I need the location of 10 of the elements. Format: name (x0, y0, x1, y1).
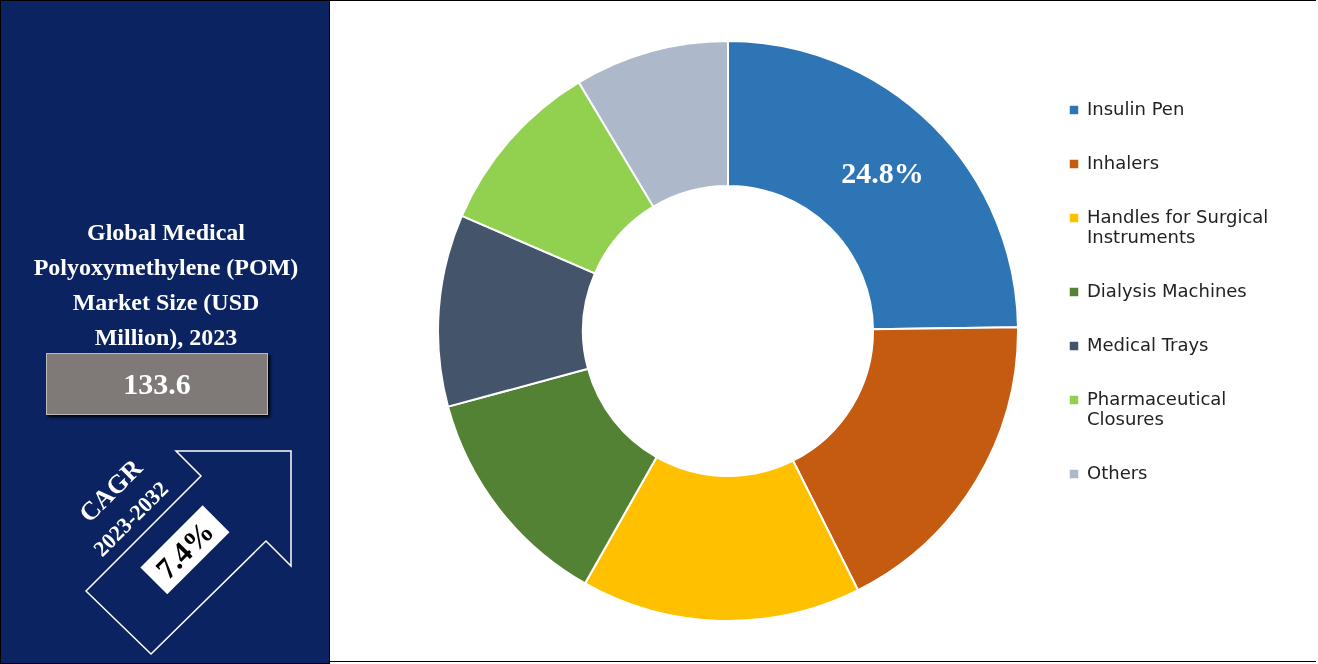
legend-label: Pharmaceutical Closures (1087, 388, 1227, 429)
text: Global Medical Polyoxymethylene (POM) Market Size (USD Million), 2023 (32, 218, 300, 352)
legend-label: Handles for Surgical Instruments (1087, 206, 1269, 247)
legend-label: Others (1087, 462, 1148, 483)
data-label: 24.8% (841, 156, 924, 190)
legend-label: Medical Trays (1087, 334, 1209, 355)
text: 133.6 (46, 353, 268, 415)
legend-label: Inhalers (1087, 152, 1160, 173)
legend-label: Insulin Pen (1087, 98, 1185, 119)
legend-label: Dialysis Machines (1087, 280, 1247, 301)
